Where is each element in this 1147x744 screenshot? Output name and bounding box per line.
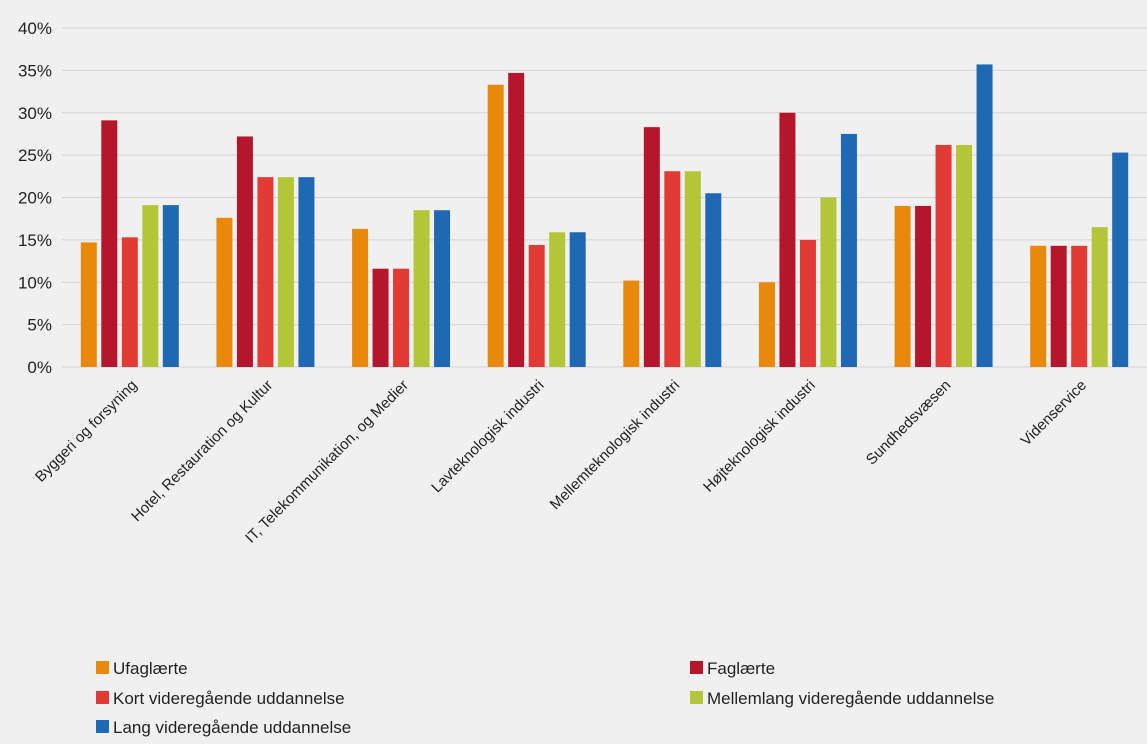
y-tick-label: 30%: [18, 104, 52, 123]
bar: [372, 268, 389, 367]
bar: [508, 72, 525, 367]
bar: [569, 232, 586, 367]
bar: [956, 144, 973, 367]
bar: [549, 232, 566, 367]
bar: [162, 205, 179, 367]
bar: [935, 144, 952, 367]
legend-swatch: [96, 691, 109, 704]
y-tick-label: 15%: [18, 231, 52, 250]
bar: [623, 280, 640, 367]
bar: [434, 210, 451, 367]
bar: [684, 171, 701, 367]
bar: [393, 268, 410, 367]
bar: [277, 177, 294, 367]
x-category-label: IT, Telekommunikation, og Medier: [242, 377, 412, 547]
bar: [1050, 245, 1067, 367]
bar: [257, 177, 274, 367]
legend-label: Mellemlang videregående uddannelse: [707, 689, 994, 708]
bar: [1091, 227, 1108, 367]
bar: [1071, 245, 1088, 367]
y-tick-label: 20%: [18, 189, 52, 208]
bar: [352, 228, 369, 367]
bar: [894, 205, 911, 367]
bar: [528, 244, 545, 367]
legend-swatch: [96, 720, 109, 733]
y-tick-label: 35%: [18, 61, 52, 80]
bar: [236, 136, 253, 367]
y-tick-label: 10%: [18, 273, 52, 292]
x-category-label: Lavteknologisk industri: [428, 377, 547, 496]
x-category-label: Sundhedsvæsen: [863, 377, 955, 469]
bar: [121, 237, 138, 367]
bar: [820, 197, 837, 367]
bar: [80, 242, 97, 367]
bar: [779, 112, 796, 367]
x-category-label: Videnservice: [1017, 377, 1090, 450]
bar: [298, 177, 315, 367]
bar: [758, 282, 775, 367]
bar: [1112, 152, 1129, 367]
x-category-label: Byggeri og forsyning: [32, 377, 141, 486]
x-category-label: Højteknologisk industri: [700, 377, 819, 496]
legend-label: Lang videregående uddannelse: [113, 718, 351, 737]
bar: [643, 127, 660, 367]
legend-label: Faglærte: [707, 659, 775, 678]
legend-label: Ufaglærte: [113, 659, 188, 678]
y-tick-label: 0%: [27, 358, 52, 377]
x-category-label: Hotel, Restauration og Kultur: [128, 377, 276, 525]
bar: [664, 171, 681, 367]
bar: [840, 133, 857, 367]
bar: [216, 217, 233, 367]
bar: [799, 239, 816, 367]
legend-swatch: [96, 661, 109, 674]
bar: [915, 205, 932, 367]
legend-swatch: [690, 691, 703, 704]
y-tick-label: 5%: [27, 316, 52, 335]
bar: [1030, 245, 1047, 367]
bar: [413, 210, 430, 367]
x-category-label: Mellemteknologisk industri: [547, 377, 683, 513]
legend-label: Kort videregående uddannelse: [113, 689, 345, 708]
bar: [705, 193, 722, 367]
bar: [487, 84, 504, 367]
y-tick-label: 25%: [18, 146, 52, 165]
bar: [142, 205, 159, 367]
legend-swatch: [690, 661, 703, 674]
bar: [101, 120, 118, 367]
y-tick-label: 40%: [18, 19, 52, 38]
bar: [976, 64, 993, 367]
